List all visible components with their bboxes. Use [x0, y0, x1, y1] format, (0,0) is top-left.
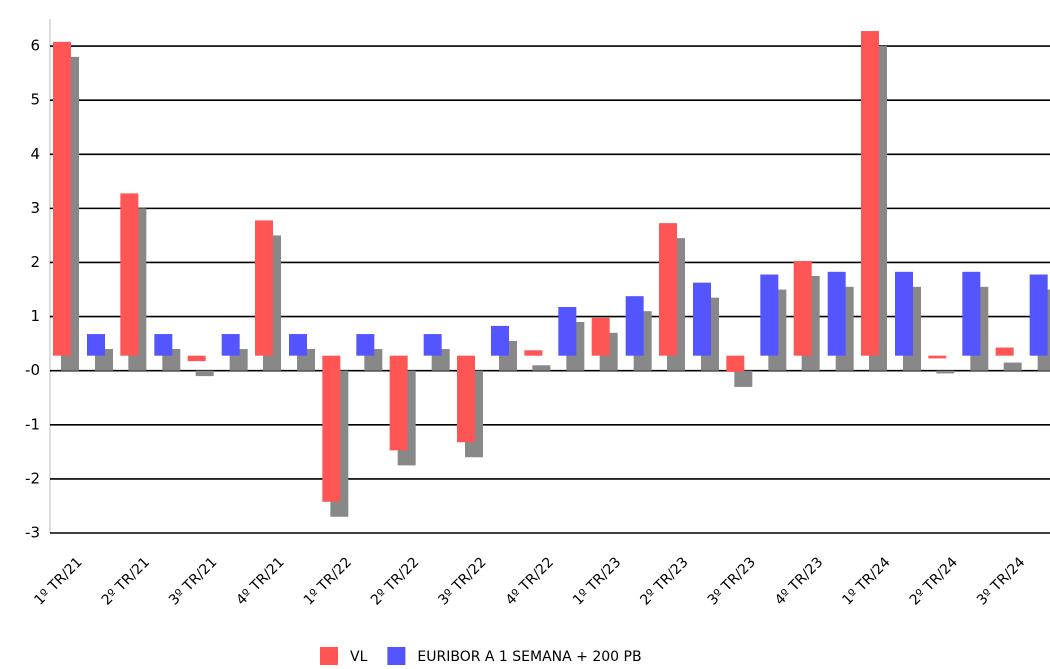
- bar: [87, 334, 105, 356]
- bar: [154, 334, 173, 356]
- bar: [389, 355, 408, 451]
- y-tick-label: 6: [30, 37, 40, 55]
- bar: [591, 317, 610, 356]
- bar: [457, 355, 475, 443]
- bar: [221, 334, 240, 356]
- x-tick-label: 3º TR/24: [974, 554, 1028, 608]
- y-tick-label: 1: [30, 307, 40, 325]
- x-tick-label: 4º TR/23: [772, 554, 826, 608]
- bar: [659, 223, 677, 356]
- y-tick-label: -3: [25, 524, 40, 542]
- bar: [187, 355, 206, 362]
- legend-swatch: [387, 647, 406, 665]
- bar: [120, 193, 139, 356]
- bar: [793, 261, 812, 356]
- bar-shadow: [734, 370, 753, 387]
- bar-shadow: [1003, 362, 1022, 371]
- bar: [760, 274, 779, 356]
- bar: [928, 355, 947, 359]
- bar-shadow: [936, 370, 955, 374]
- x-tick-label: 4º TR/22: [503, 554, 557, 608]
- x-tick-label: 2º TR/22: [368, 554, 422, 608]
- x-tick-label: 2º TR/21: [99, 554, 153, 608]
- x-tick-label: 1º TR/21: [31, 554, 85, 608]
- x-tick-label: 1º TR/24: [839, 554, 893, 608]
- legend-swatch: [320, 647, 338, 665]
- bar: [255, 220, 273, 356]
- bar: [625, 296, 644, 356]
- x-tick-label: 3º TR/22: [435, 554, 489, 608]
- y-tick-label: 3: [30, 199, 40, 217]
- x-tick-label: 1º TR/23: [570, 554, 624, 608]
- bar: [491, 325, 509, 356]
- bar: [861, 31, 879, 356]
- bar: [726, 355, 745, 372]
- x-tick-label: 3º TR/21: [166, 554, 220, 608]
- x-tick-label: 2º TR/24: [907, 554, 961, 608]
- bar: [423, 334, 442, 356]
- x-tick-label: 4º TR/21: [233, 554, 287, 608]
- bar: [962, 271, 981, 356]
- bar-shadow: [195, 370, 214, 377]
- bar: [995, 347, 1014, 356]
- bar-shadow: [532, 365, 551, 371]
- bar: [1029, 274, 1048, 356]
- legend-label: EURIBOR A 1 SEMANA + 200 PB: [417, 649, 641, 665]
- bar: [322, 355, 341, 502]
- y-tick-label: -0: [25, 361, 40, 379]
- y-tick-label: -2: [25, 469, 40, 487]
- y-tick-label: 4: [30, 145, 40, 163]
- x-tick-label: 3º TR/23: [705, 554, 759, 608]
- legend-label: VL: [350, 649, 368, 665]
- bar: [524, 350, 543, 356]
- bar: [289, 334, 307, 356]
- bar: [827, 271, 846, 356]
- bar: [895, 271, 913, 356]
- y-tick-label: 5: [30, 91, 40, 109]
- bar: [558, 306, 577, 356]
- y-tick-label: 2: [30, 253, 40, 271]
- bar: [356, 334, 375, 356]
- bar: [693, 282, 711, 356]
- y-tick-label: -1: [25, 415, 40, 433]
- bar: [53, 41, 71, 356]
- x-tick-label: 2º TR/23: [637, 554, 691, 608]
- x-tick-label: 1º TR/22: [301, 554, 355, 608]
